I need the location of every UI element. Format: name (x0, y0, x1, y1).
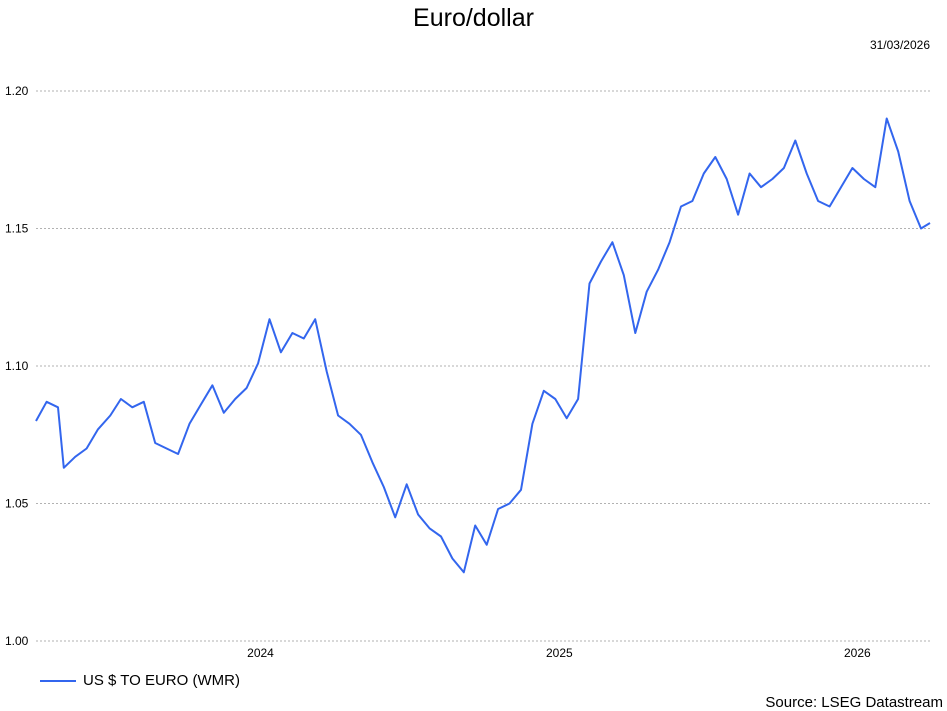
series-group (35, 117, 931, 574)
chart-title: Euro/dollar (413, 4, 534, 32)
source-note: Source: LSEG Datastream (765, 694, 943, 711)
y-tick-label: 1.15 (5, 222, 29, 236)
legend: US $ TO EURO (WMR) (40, 672, 240, 689)
x-tick-label: 2026 (844, 646, 871, 660)
y-axis-ticks: 1.00 1.05 1.10 1.15 1.20 (5, 84, 29, 648)
gridlines (36, 90, 930, 642)
y-tick-label: 1.10 (5, 359, 29, 373)
series-line (35, 117, 931, 574)
y-tick-label: 1.20 (5, 84, 29, 98)
y-tick-label: 1.00 (5, 634, 29, 648)
x-tick-label: 2025 (546, 646, 573, 660)
legend-swatch (40, 679, 76, 682)
legend-label: US $ TO EURO (WMR) (83, 672, 240, 689)
x-axis-ticks: 2024 2025 2026 (247, 646, 871, 660)
y-tick-label: 1.05 (5, 497, 29, 511)
chart-date: 31/03/2026 (869, 38, 930, 52)
x-tick-label: 2024 (247, 646, 274, 660)
